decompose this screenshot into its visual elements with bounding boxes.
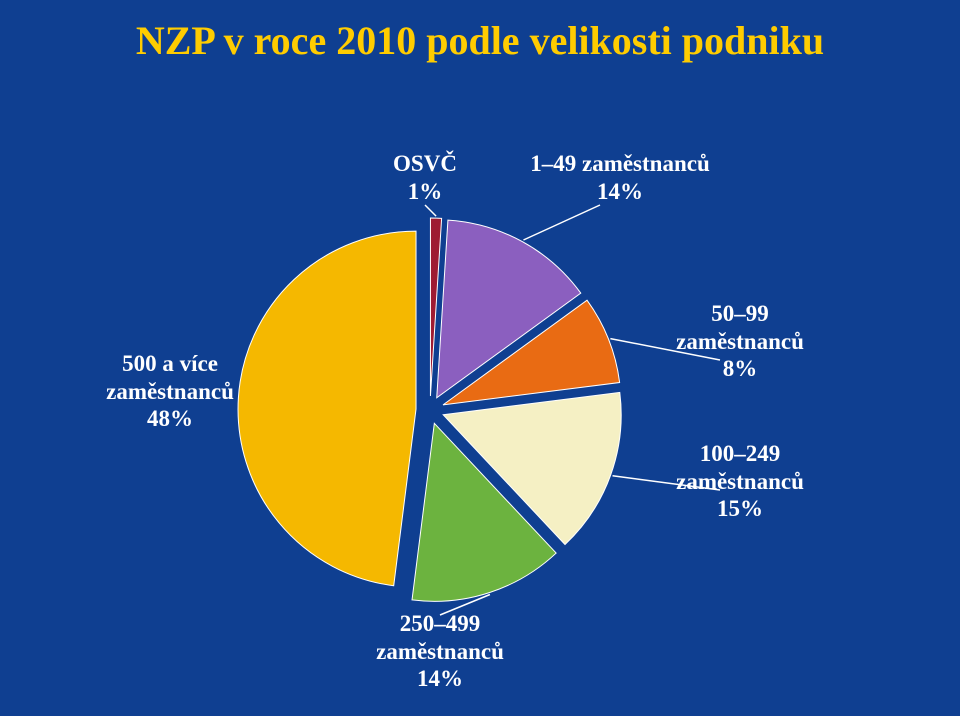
label-line: 14% [340,665,540,693]
label-line: OSVČ [365,150,485,178]
label-line: 500 a více [70,350,270,378]
label-line: 250–499 [340,610,540,638]
label-osvc: OSVČ1% [365,150,485,205]
label-line: 8% [640,355,840,383]
label-line: 48% [70,405,270,433]
label-line: zaměstnanců [640,468,840,496]
label-50-99: 50–99zaměstnanců8% [640,300,840,383]
label-line: 1–49 zaměstnanců [490,150,750,178]
label-250-499: 250–499zaměstnanců14% [340,610,540,693]
label-line: 14% [490,178,750,206]
label-500-plus: 500 a vícezaměstnanců48% [70,350,270,433]
label-line: zaměstnanců [640,328,840,356]
label-line: zaměstnanců [70,378,270,406]
label-line: 100–249 [640,440,840,468]
leader-s1_49 [523,205,600,240]
label-100-249: 100–249zaměstnanců15% [640,440,840,523]
leader-osvc [425,205,436,216]
label-line: zaměstnanců [340,638,540,666]
label-1-49: 1–49 zaměstnanců14% [490,150,750,205]
label-line: 15% [640,495,840,523]
label-line: 50–99 [640,300,840,328]
label-line: 1% [365,178,485,206]
